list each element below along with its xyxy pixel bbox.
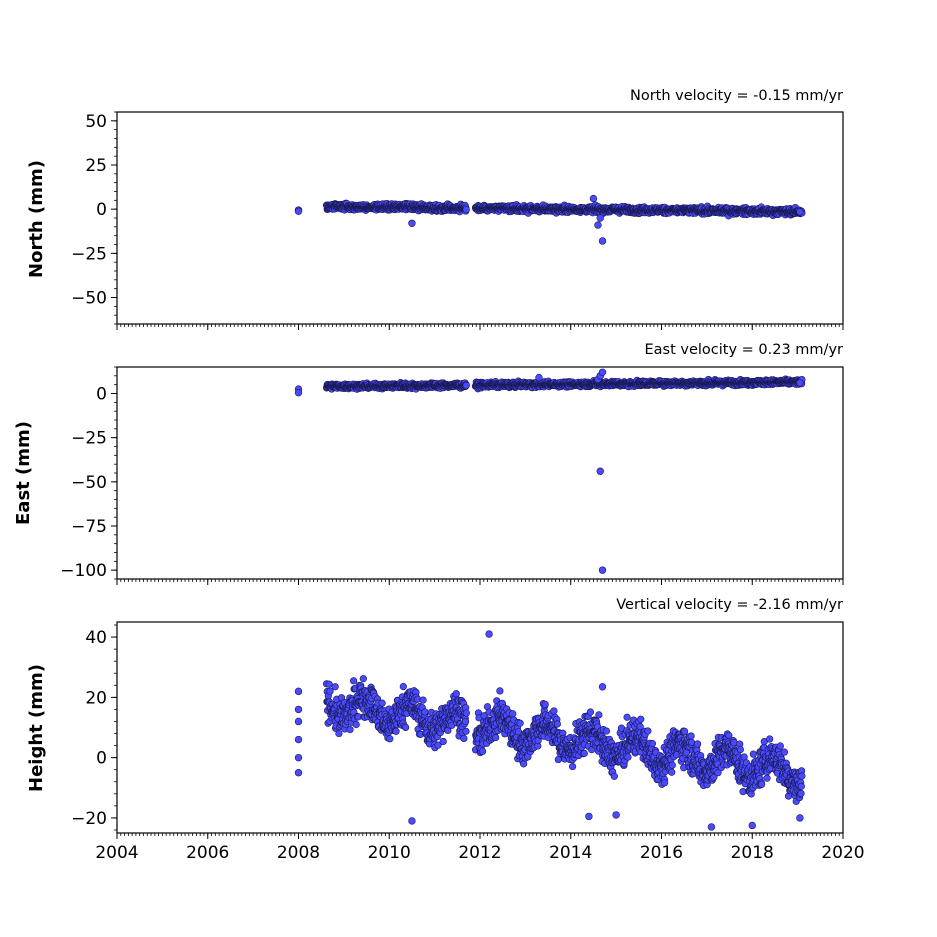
data-point xyxy=(462,727,470,735)
data-point xyxy=(462,381,470,389)
east-points xyxy=(294,368,806,574)
y-tick-label: 25 xyxy=(85,156,107,176)
data-point xyxy=(541,700,549,709)
data-point xyxy=(462,709,470,717)
data-point xyxy=(331,683,339,691)
north-ylabel: North (mm) xyxy=(26,160,47,278)
height-ylabel: Height (mm) xyxy=(26,664,47,792)
data-point xyxy=(568,762,577,771)
data-point xyxy=(492,733,500,742)
data-point xyxy=(479,747,487,755)
east-panel-title: East velocity = 0.23 mm/yr xyxy=(644,342,843,358)
data-point xyxy=(294,207,303,215)
data-point xyxy=(386,735,394,743)
data-point xyxy=(452,690,460,698)
data-point xyxy=(596,214,604,222)
east-axes: 0 −25 −50 −75 −100 xyxy=(60,366,844,585)
y-tick-label: −25 xyxy=(71,429,107,449)
y-tick-label: −50 xyxy=(71,473,107,493)
data-point xyxy=(509,710,517,718)
data-point xyxy=(610,772,618,780)
data-point xyxy=(439,737,447,746)
north-axes: 50 25 0 −25 −50 xyxy=(71,111,844,330)
height-panel-title: Vertical velocity = -2.16 mm/yr xyxy=(616,597,843,613)
data-point xyxy=(461,717,470,726)
data-point xyxy=(392,727,400,735)
height-points xyxy=(294,630,806,831)
data-point xyxy=(496,687,504,695)
data-point xyxy=(796,379,804,387)
data-point xyxy=(326,687,334,695)
data-point xyxy=(294,388,303,397)
data-point xyxy=(598,566,607,574)
y-tick-label: 0 xyxy=(96,200,107,220)
y-tick-label: 50 xyxy=(85,112,107,132)
data-point xyxy=(378,699,386,707)
data-point xyxy=(399,683,407,691)
data-point xyxy=(602,727,611,735)
north-points xyxy=(294,194,806,245)
data-point xyxy=(535,373,543,382)
data-point xyxy=(359,675,367,683)
data-point xyxy=(325,680,333,688)
north-panel: North velocity = -0.15 mm/yr North (mm) … xyxy=(26,88,844,330)
data-point xyxy=(346,725,354,734)
data-point xyxy=(598,237,607,245)
data-point xyxy=(594,221,602,229)
north-panel-title: North velocity = -0.15 mm/yr xyxy=(630,88,843,104)
y-tick-label: 0 xyxy=(96,385,107,405)
data-point xyxy=(352,720,360,729)
y-tick-label: −50 xyxy=(71,289,107,309)
data-point xyxy=(419,696,427,704)
y-tick-label: −75 xyxy=(71,517,107,537)
y-tick-label: −25 xyxy=(71,244,107,264)
data-point xyxy=(460,734,468,743)
axes-frame xyxy=(116,111,844,325)
east-ylabel: East (mm) xyxy=(13,421,34,525)
height-panel: Vertical velocity = -2.16 mm/yr Height (… xyxy=(26,597,865,863)
axes-frame xyxy=(116,366,844,580)
data-point xyxy=(796,208,804,216)
data-point xyxy=(421,708,429,716)
data-point xyxy=(595,711,603,719)
data-point xyxy=(586,708,595,716)
data-point xyxy=(553,720,561,728)
east-panel: East velocity = 0.23 mm/yr East (mm) 0 −2… xyxy=(13,342,844,585)
y-tick-label: −100 xyxy=(60,561,107,581)
data-point xyxy=(589,194,598,203)
data-point xyxy=(350,677,358,685)
data-point xyxy=(462,205,470,214)
data-point xyxy=(408,219,416,228)
data-point xyxy=(598,368,607,376)
data-point xyxy=(335,729,343,738)
data-point xyxy=(580,749,588,757)
data-point xyxy=(401,723,410,732)
data-point xyxy=(596,467,604,475)
data-point xyxy=(550,707,558,715)
data-point xyxy=(516,719,524,727)
